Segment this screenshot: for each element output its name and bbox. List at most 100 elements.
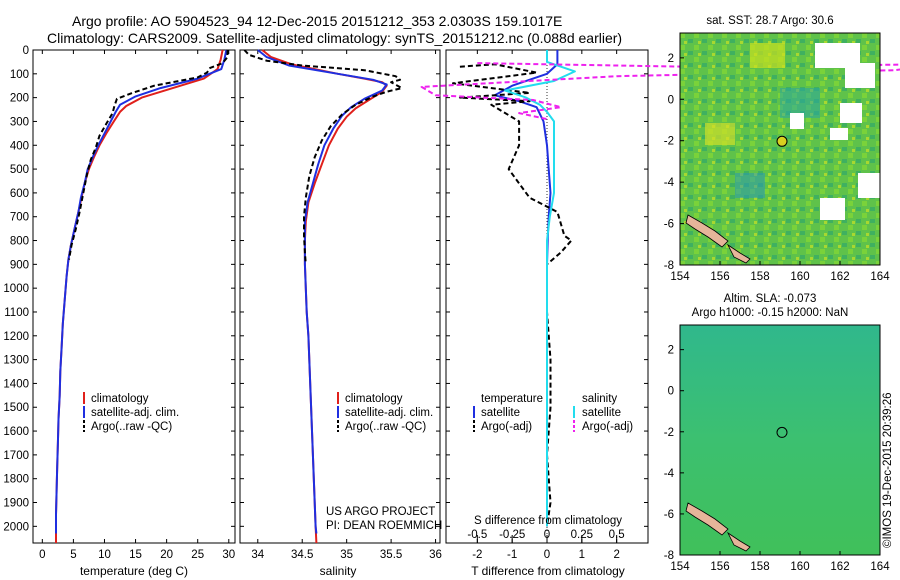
y-tick-label: 2000 — [3, 521, 29, 533]
legend-label: satellite-adj. clim. — [345, 407, 433, 419]
x-tick-label: 30 — [222, 549, 235, 561]
s-difference-xlabel: S difference from climatology — [474, 515, 622, 527]
y-tick-label: -4 — [664, 177, 675, 189]
series-line — [261, 49, 388, 544]
sla-map-title: Altim. SLA: -0.073 — [724, 293, 817, 305]
x-tick-label: 162 — [830, 271, 849, 283]
y-tick-label: 0 — [668, 386, 674, 398]
x-tick-label: 156 — [710, 271, 729, 283]
series-line — [55, 49, 228, 534]
sla-map-field — [680, 325, 880, 555]
x2-tick-label: -0.25 — [499, 529, 525, 541]
y-tick-label: 1400 — [3, 378, 29, 390]
x-tick-label: 34.5 — [291, 549, 313, 561]
difference-legend: temperature salinity satellite Argo(-adj… — [473, 393, 633, 433]
float-position-marker — [776, 426, 788, 438]
x-tick-label: 35.5 — [380, 549, 402, 561]
x-tick-label: 162 — [830, 561, 849, 573]
x-tick-label: 25 — [191, 549, 204, 561]
salinity-legend: climatology satellite-adj. clim. Argo(..… — [337, 392, 433, 433]
series-line — [504, 50, 576, 527]
legend-label: satellite-adj. clim. — [91, 407, 179, 419]
temperature-legend: climatology satellite-adj. clim. Argo(..… — [83, 392, 179, 433]
sla-map: Altim. SLA: -0.073 Argo h1000: -0.15 h20… — [664, 293, 890, 573]
series-line — [452, 63, 573, 527]
temperature-xlabel: temperature (deg C) — [80, 564, 188, 578]
x-tick-label: 154 — [670, 271, 690, 283]
header-line2: Climatology: CARS2009. Satellite-adjuste… — [47, 30, 622, 46]
y-tick-label: 2 — [668, 345, 674, 357]
y-tick-label: 500 — [10, 164, 29, 176]
x2-tick-label: 0.25 — [571, 529, 593, 541]
x2-tick-label: 0.5 — [609, 529, 625, 541]
x-tick-label: 36 — [429, 549, 442, 561]
salinity-axes-box — [239, 49, 441, 544]
legend-label: Argo(-adj) — [481, 421, 532, 433]
legend-title-temperature: temperature — [481, 393, 543, 405]
difference-panel: -2 -1 0 1 2 -0.5 -0.25 0 0.25 0.5 S difference f… — [420, 49, 900, 578]
x-tick-label: 0 — [39, 549, 45, 561]
credit-stamp: ©IMOS 19-Dec-2015 20:39:26 — [882, 392, 894, 548]
temperature-axes-box — [32, 49, 236, 544]
y-tick-label: 800 — [10, 236, 29, 248]
y-tick-label: -6 — [664, 219, 674, 231]
y-tick-label: -4 — [664, 468, 675, 480]
sst-map-title: sat. SST: 28.7 Argo: 30.6 — [706, 15, 833, 27]
y-tick-label: 300 — [10, 116, 29, 128]
y-tick-label: 1900 — [3, 498, 29, 510]
y-tick-label: 1800 — [3, 474, 29, 486]
x-tick-label: -1 — [507, 549, 517, 561]
y-tick-label: 1200 — [3, 331, 29, 343]
y-tick-label: -2 — [664, 136, 674, 148]
legend-label: climatology — [91, 393, 149, 405]
salinity-xlabel: salinity — [320, 564, 357, 578]
x-tick-label: 160 — [790, 561, 809, 573]
legend-title-salinity: salinity — [582, 393, 617, 405]
x-tick-label: 10 — [98, 549, 111, 561]
x2-tick-label: -0.5 — [467, 529, 487, 541]
x-tick-label: 158 — [750, 271, 769, 283]
series-line — [68, 50, 229, 260]
sst-map: sat. SST: 28.7 Argo: 30.6 — [664, 15, 890, 283]
legend-label: Argo(..raw -QC) — [345, 421, 426, 433]
series-line — [420, 62, 900, 122]
y-tick-label: 1500 — [3, 402, 29, 414]
x-tick-label: 154 — [670, 561, 690, 573]
x-tick-label: 1 — [579, 549, 585, 561]
legend-label: climatology — [345, 393, 403, 405]
series-line — [55, 49, 224, 543]
y-tick-label: 100 — [10, 69, 29, 81]
y-tick-label: 0 — [668, 94, 674, 106]
temperature-panel: 0100200300400500600700800900100011001200… — [3, 45, 236, 578]
x-tick-label: 15 — [129, 549, 142, 561]
project-annotation: US ARGO PROJECT — [326, 506, 435, 518]
series-line — [257, 49, 388, 534]
x-tick-label: 158 — [750, 561, 769, 573]
legend-label: satellite — [481, 407, 520, 419]
y-tick-label: 0 — [23, 45, 29, 57]
y-tick-label: 700 — [10, 212, 29, 224]
y-tick-label: -2 — [664, 427, 674, 439]
x-tick-label: 5 — [70, 549, 76, 561]
salinity-panel: 34 34.5 35 35.5 36 salinity climatology sate… — [239, 49, 442, 578]
x-tick-label: 35 — [340, 549, 353, 561]
x-tick-label: 0 — [544, 549, 550, 561]
header-line1: Argo profile: AO 5904523_94 12-Dec-2015 … — [72, 13, 562, 29]
y-tick-label: 1300 — [3, 355, 29, 367]
y-tick-label: 600 — [10, 188, 29, 200]
y-tick-label: 400 — [10, 140, 29, 152]
x-tick-label: 164 — [870, 561, 890, 573]
float-position-marker — [776, 135, 788, 147]
pi-annotation: PI: DEAN ROEMMICH — [326, 520, 442, 532]
sla-map-subtitle: Argo h1000: -0.15 h2000: NaN — [692, 307, 849, 319]
y-tick-label: -8 — [664, 260, 674, 272]
legend-label: Argo(..raw -QC) — [91, 421, 172, 433]
x-tick-label: 2 — [613, 549, 619, 561]
y-tick-label: 1600 — [3, 426, 29, 438]
sst-map-field — [680, 33, 880, 265]
y-tick-label: 200 — [10, 93, 29, 105]
y-tick-label: 1700 — [3, 450, 29, 462]
legend-label: satellite — [582, 407, 621, 419]
x2-tick-label: 0 — [544, 529, 550, 541]
x-tick-label: 164 — [870, 271, 890, 283]
